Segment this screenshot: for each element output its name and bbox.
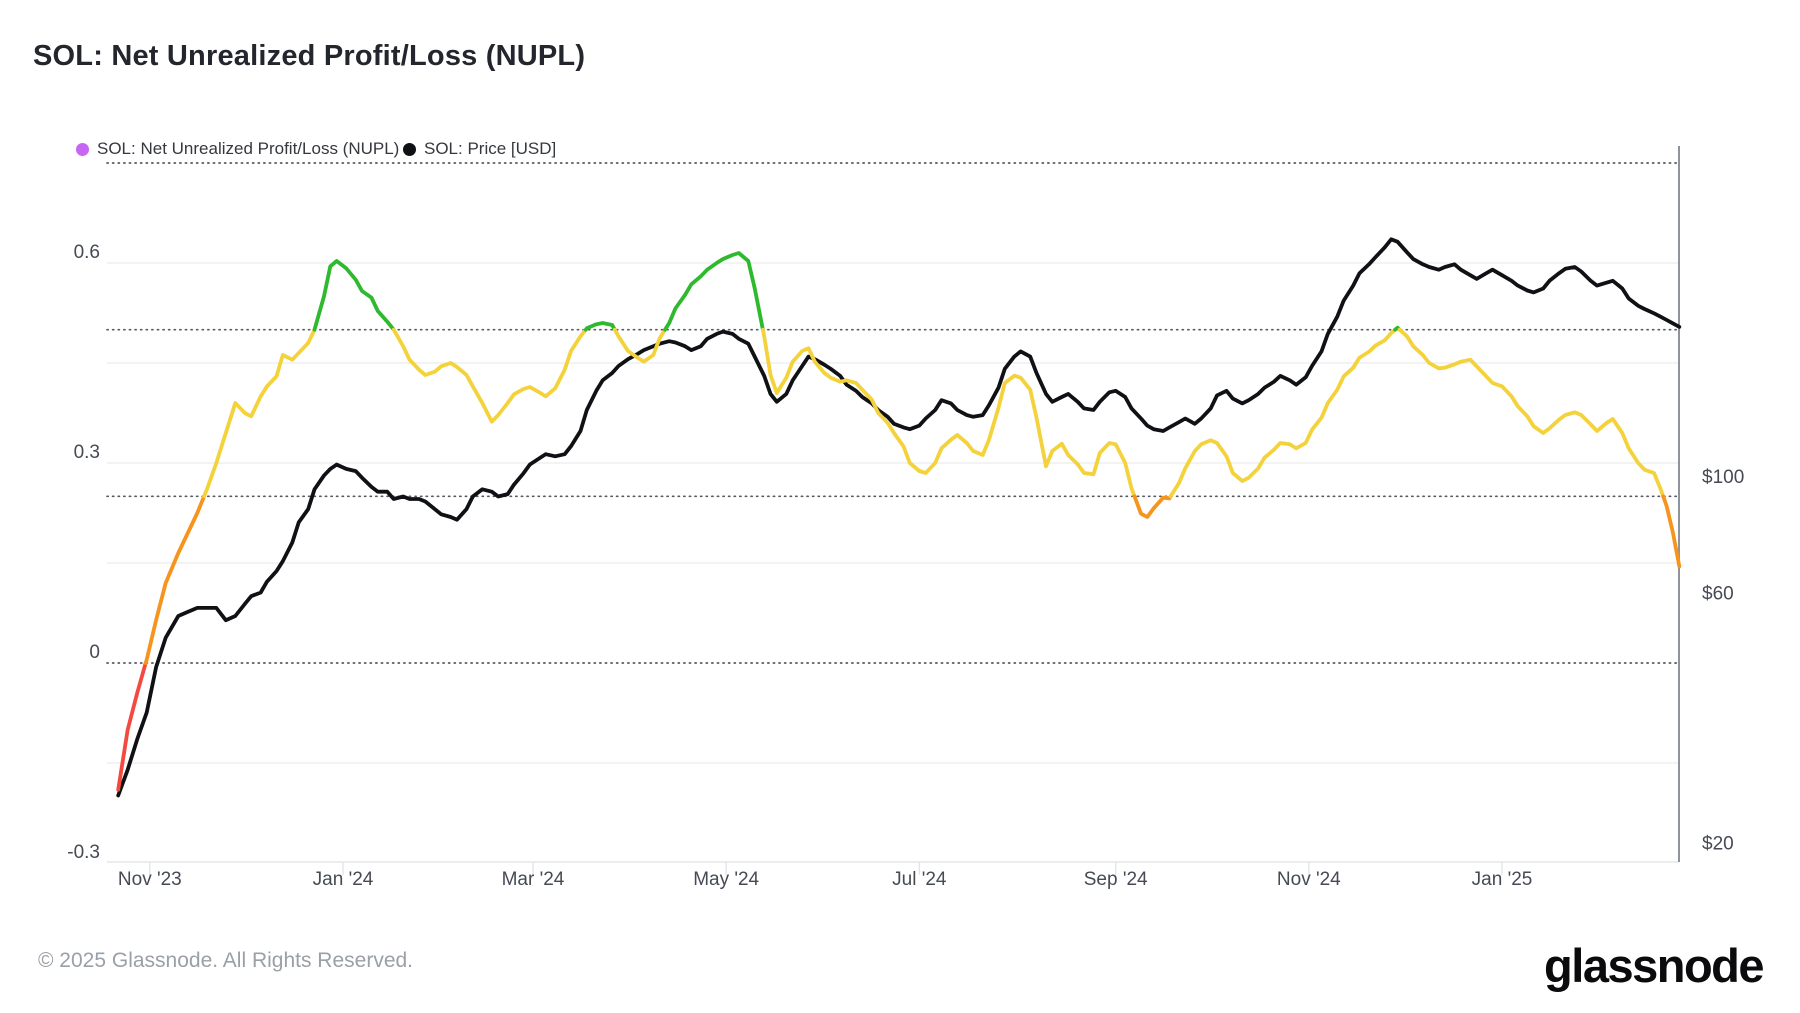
nupl-line-series[interactable] [312, 259, 396, 332]
nupl-line-series[interactable] [116, 661, 148, 792]
legend-dot-black-icon [403, 142, 416, 156]
glassnode-logo[interactable]: glassnode [1544, 939, 1764, 992]
left-axis-tick-label: -0.3 [67, 842, 100, 863]
nupl-line-series[interactable] [663, 251, 765, 332]
x-tick-label: Sep '24 [1084, 869, 1148, 890]
nupl-line-series[interactable] [612, 327, 667, 364]
x-tick-label: Mar '24 [502, 869, 565, 890]
nupl-line-series[interactable] [583, 321, 617, 332]
price-line-series[interactable] [116, 237, 1682, 798]
nupl-line-series[interactable] [1661, 494, 1682, 569]
nupl-line-series[interactable] [761, 327, 1137, 499]
legend-label: SOL: Net Unrealized Profit/Loss (NUPL) [97, 139, 400, 158]
nupl-line-series[interactable] [1397, 327, 1666, 499]
nupl-line-series[interactable] [202, 327, 317, 499]
left-axis-tick-label: 0.3 [74, 442, 100, 463]
legend-dot-purple-icon [76, 142, 89, 156]
nupl-line-series[interactable] [1168, 327, 1397, 499]
right-axis-tick-label: $100 [1702, 467, 1744, 488]
legend-item-nupl[interactable]: SOL: Net Unrealized Profit/Loss (NUPL) [76, 139, 399, 159]
x-tick-label: Jan '24 [313, 869, 374, 890]
legend-label: SOL: Price [USD] [424, 139, 557, 158]
x-tick-label: Jul '24 [892, 869, 947, 890]
nupl-line-series[interactable] [1132, 494, 1173, 519]
copyright-text: © 2025 Glassnode. All Rights Reserved. [38, 949, 414, 972]
nupl-line-series[interactable] [391, 327, 588, 424]
left-axis-tick-label: 0.6 [74, 242, 100, 263]
x-tick-label: Nov '24 [1277, 869, 1341, 890]
x-tick-label: Nov '23 [118, 869, 182, 890]
page-title: SOL: Net Unrealized Profit/Loss (NUPL) [33, 40, 586, 72]
x-tick-label: Jan '25 [1472, 869, 1533, 890]
left-axis-tick-label: 0 [89, 642, 100, 663]
right-axis-tick-label: $60 [1702, 583, 1734, 604]
right-axis-tick-label: $20 [1702, 833, 1734, 854]
legend-item-price[interactable]: SOL: Price [USD] [403, 139, 556, 159]
nupl-line-series[interactable] [143, 494, 207, 665]
x-tick-label: May '24 [693, 869, 759, 890]
